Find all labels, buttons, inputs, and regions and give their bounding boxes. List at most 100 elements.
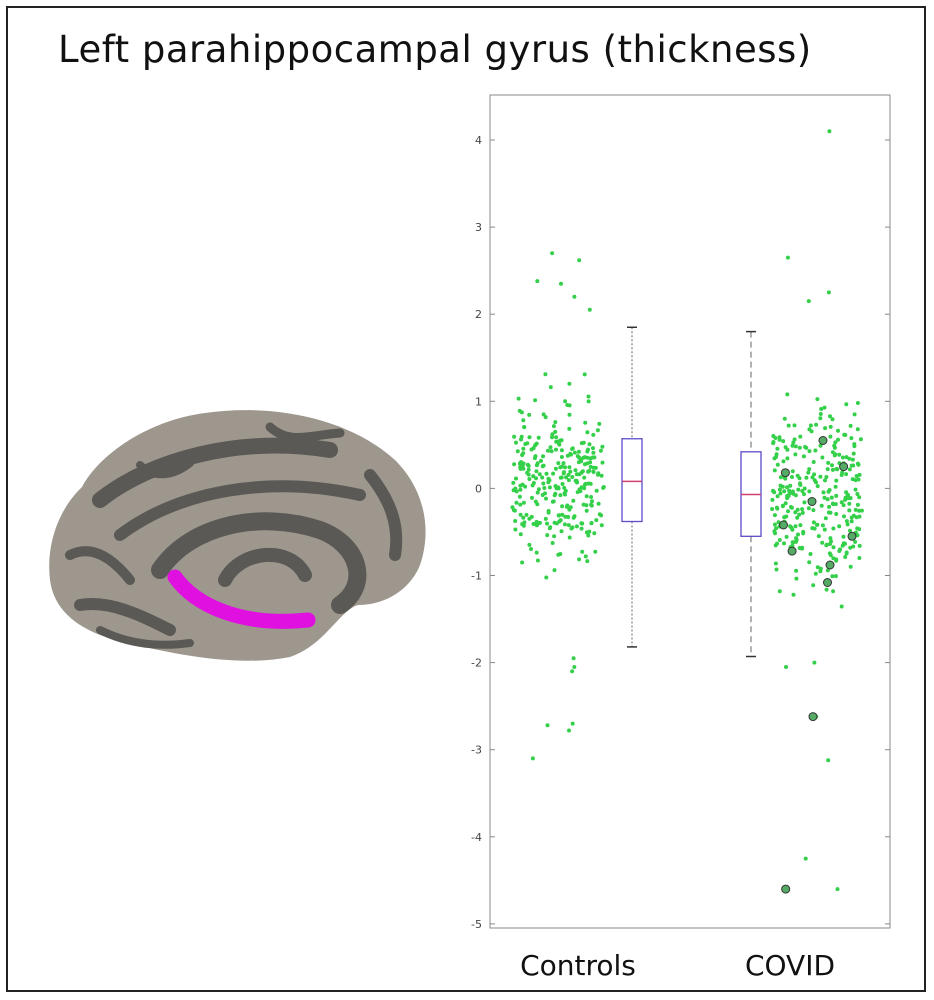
data-point	[811, 583, 816, 588]
data-point	[853, 539, 858, 544]
data-point	[598, 448, 603, 453]
data-point	[541, 481, 546, 486]
data-point	[550, 499, 555, 504]
data-point	[814, 480, 818, 485]
data-point	[518, 502, 523, 507]
data-point	[848, 423, 853, 428]
data-point	[600, 444, 605, 449]
data-point	[567, 728, 571, 733]
data-point	[521, 523, 526, 528]
data-point	[770, 497, 775, 502]
x-axis: Controls COVID	[520, 949, 835, 982]
data-point	[553, 420, 558, 425]
data-point	[778, 475, 783, 480]
data-point	[567, 535, 572, 540]
y-tick-label: 3	[475, 221, 482, 234]
data-point	[830, 417, 835, 422]
data-point	[583, 554, 588, 559]
data-point	[823, 478, 827, 483]
data-point	[534, 469, 539, 474]
data-point	[534, 519, 539, 524]
data-point	[773, 531, 777, 536]
data-point	[792, 423, 797, 428]
data-point	[521, 515, 526, 520]
data-point	[849, 436, 854, 441]
data-point	[527, 477, 532, 481]
highlighted-data-point	[818, 436, 828, 445]
data-point	[818, 416, 823, 421]
data-point	[556, 461, 561, 466]
y-tick-label: -1	[471, 570, 482, 583]
data-point	[831, 589, 836, 594]
data-point	[796, 532, 800, 537]
data-point	[844, 490, 849, 495]
data-point	[802, 492, 806, 497]
data-point	[839, 604, 844, 609]
data-point	[566, 478, 571, 483]
data-point	[518, 487, 523, 492]
data-point	[844, 472, 849, 477]
data-point	[579, 526, 584, 531]
data-point	[562, 522, 567, 527]
data-point	[859, 508, 864, 513]
data-point	[589, 495, 594, 499]
data-point	[855, 526, 860, 531]
data-point	[550, 432, 555, 437]
data-point	[834, 512, 839, 516]
data-point	[786, 423, 791, 428]
data-point	[822, 527, 827, 532]
data-point	[791, 592, 796, 597]
covid-points	[770, 129, 864, 894]
data-point	[534, 523, 539, 528]
data-point	[807, 467, 812, 472]
data-point	[793, 493, 798, 498]
data-point	[828, 414, 832, 419]
data-point	[567, 403, 572, 408]
data-point	[562, 470, 566, 475]
y-tick-label: -3	[471, 744, 482, 757]
highlighted-data-point	[787, 546, 797, 556]
x-category-label: Controls	[520, 949, 636, 982]
data-point	[560, 504, 565, 509]
data-point	[834, 478, 839, 483]
data-point	[550, 251, 555, 256]
data-point	[842, 432, 847, 437]
data-point	[535, 558, 540, 563]
data-point	[589, 521, 594, 526]
data-point	[586, 399, 591, 404]
y-tick-label: -4	[471, 831, 482, 844]
data-point	[833, 452, 838, 457]
data-point	[570, 669, 575, 674]
data-point	[519, 410, 524, 415]
data-point	[584, 508, 589, 513]
data-point	[831, 526, 836, 531]
data-point	[534, 550, 539, 555]
data-point	[585, 430, 590, 435]
data-point	[854, 474, 859, 478]
data-point	[554, 435, 559, 440]
data-point	[827, 129, 832, 134]
data-point	[852, 442, 857, 447]
data-point	[530, 495, 534, 500]
data-point	[812, 472, 817, 477]
data-point	[549, 449, 554, 454]
data-point	[806, 506, 811, 511]
data-point	[527, 542, 532, 547]
data-point	[572, 665, 577, 669]
data-point	[542, 486, 547, 490]
data-point	[818, 412, 823, 416]
data-point	[548, 445, 553, 450]
data-point	[554, 447, 558, 452]
y-tick-label: 1	[475, 395, 482, 408]
data-point	[848, 564, 853, 569]
data-point	[820, 455, 825, 460]
data-point	[832, 443, 837, 448]
data-point	[794, 568, 799, 573]
data-point	[829, 495, 834, 500]
data-point	[557, 442, 562, 447]
data-point	[773, 561, 778, 566]
y-tick-label: 2	[475, 308, 482, 321]
data-point	[827, 488, 832, 492]
data-point	[834, 493, 839, 498]
data-point	[559, 448, 564, 453]
